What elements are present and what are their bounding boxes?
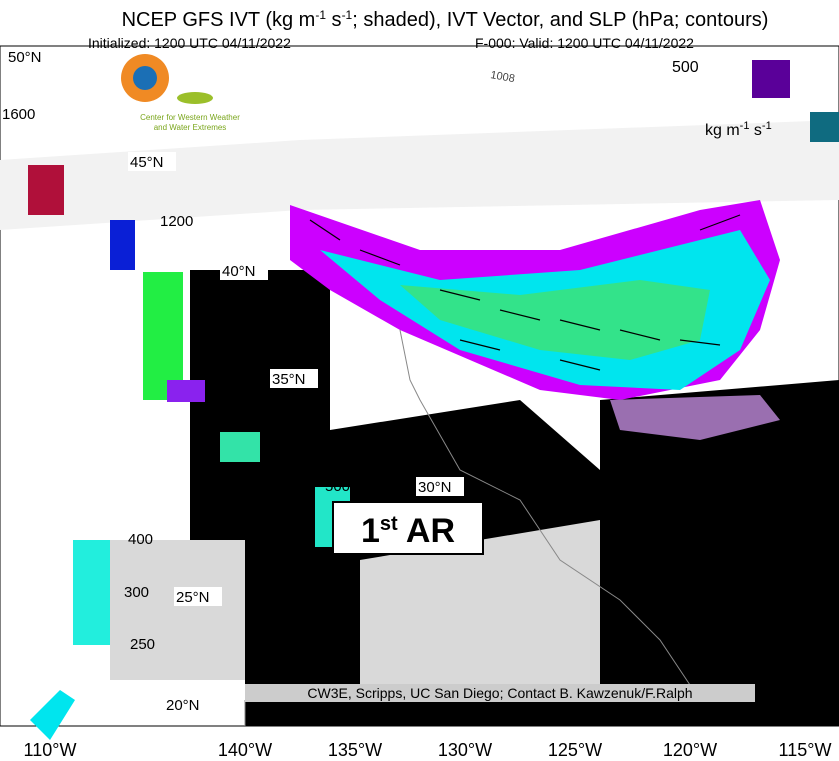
label-bg (164, 695, 212, 714)
label-bg (220, 261, 268, 280)
colorbar-swatch (73, 540, 110, 645)
land (110, 540, 245, 680)
longitude-label: 140°W (218, 740, 272, 760)
ivt-shading (400, 280, 710, 360)
colorbar-label: 800 (196, 318, 221, 335)
colorbar-swatch (110, 220, 135, 270)
label-bg (128, 152, 176, 171)
colorbar-label: 600 (275, 423, 300, 440)
annotation: 1st AR (361, 512, 455, 550)
colorbar-label: 400 (128, 531, 153, 548)
latitude-label: 25°N (176, 589, 210, 606)
unit-superscript: -1 (740, 120, 750, 132)
latitude-label: 50°N (8, 49, 42, 66)
colorbar-swatch (810, 112, 839, 142)
latitude-label: 20°N (166, 697, 200, 714)
annotation-part: 1 (361, 512, 380, 550)
legend-box (660, 52, 750, 80)
logo-text: and Water Extremes (154, 123, 227, 132)
title-part: ; shaded), IVT Vector, and SLP (hPa; con… (352, 9, 768, 31)
annotation-box (332, 501, 484, 555)
label-bg (416, 477, 464, 496)
title-part: s (326, 9, 342, 31)
colorbar-label: 1600 (2, 106, 35, 123)
longitude-label: 125°W (548, 740, 602, 760)
colorbar-swatch (167, 380, 205, 402)
credit: CW3E, Scripps, UC San Diego; Contact B. … (307, 685, 692, 701)
ivt-vectors (309, 214, 741, 371)
colorbar-label: 500 (325, 478, 350, 495)
colorbar-swatch (28, 165, 64, 215)
coastline (244, 329, 701, 726)
unit-part: s (749, 122, 761, 139)
logo-text: Center for Western Weather (140, 113, 240, 122)
title-superscript: -1 (315, 8, 326, 22)
valid-time: F-000: Valid: 1200 UTC 04/11/2022 (475, 35, 694, 51)
vector-legend-value: 500 (672, 59, 699, 76)
colorbar-swatch (752, 60, 790, 98)
logo-leaf (177, 92, 213, 104)
longitude-label: 135°W (328, 740, 382, 760)
colorbar-label: 250 (130, 636, 155, 653)
annotation-superscript: st (380, 513, 398, 535)
longitude-label: 115°W (779, 740, 832, 760)
colorbar-swatch (220, 432, 260, 462)
ivt-shading (610, 395, 780, 440)
latitude-label: 45°N (130, 154, 164, 171)
longitude-label: 130°W (438, 740, 492, 760)
colorbar-swatch (143, 272, 183, 400)
land (0, 120, 839, 230)
ivt-shading (30, 690, 75, 740)
unit-part: kg m (705, 122, 740, 139)
unit-superscript: -1 (762, 120, 772, 132)
initialized-time: Initialized: 1200 UTC 04/11/2022 (88, 35, 291, 51)
contour-label: 1008 (489, 69, 515, 85)
title: NCEP GFS IVT (kg m-1 s-1; shaded), IVT V… (122, 8, 769, 31)
latitude-label: 40°N (222, 263, 256, 280)
vector-legend-unit: kg m-1 s-1 (705, 120, 772, 139)
colorbar-label: 1200 (160, 213, 193, 230)
label-bg (174, 587, 222, 606)
footer-band (245, 684, 755, 702)
latitude-label: 35°N (272, 371, 306, 388)
longitude-label: 120°W (663, 740, 717, 760)
title-part: NCEP GFS IVT (kg m (122, 9, 316, 31)
longitude-label: 110°W (24, 740, 77, 760)
land (360, 520, 600, 700)
colorbar-label: 700 (218, 371, 243, 388)
latitude-label: 30°N (418, 479, 452, 496)
label-bg (270, 369, 318, 388)
logo-icon (133, 66, 157, 90)
label-bg (6, 47, 54, 66)
title-superscript: -1 (342, 8, 353, 22)
annotation-part: AR (398, 512, 455, 550)
colorbar-label: 300 (124, 584, 149, 601)
